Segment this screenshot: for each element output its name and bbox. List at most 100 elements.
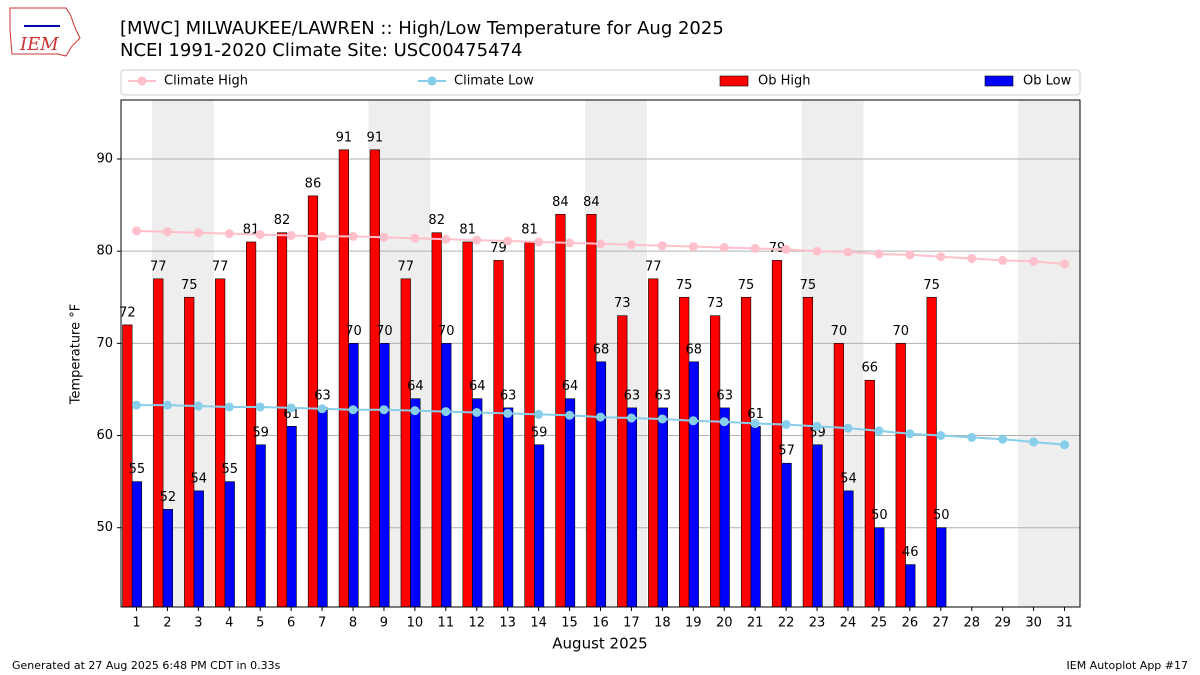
line-point (781, 419, 791, 429)
x-tick-label: 5 (256, 616, 264, 631)
line-point (936, 252, 946, 262)
bar (657, 407, 668, 608)
bar (462, 241, 473, 608)
bar-label: 75 (923, 278, 940, 293)
bar (781, 462, 792, 608)
bar-label: 72 (119, 305, 136, 320)
line-point (626, 240, 636, 250)
y-tick-label: 90 (96, 151, 113, 166)
bar-label: 70 (376, 324, 393, 339)
bar (740, 296, 752, 608)
bar-label: 68 (685, 342, 702, 357)
bar-label: 70 (345, 324, 362, 339)
line-point (1060, 440, 1070, 450)
bar (895, 343, 906, 608)
bar (503, 407, 514, 608)
bar-label: 68 (593, 342, 610, 357)
line-point (410, 406, 420, 416)
x-tick-label: 1 (132, 616, 140, 631)
line-point (348, 231, 358, 241)
bar (215, 278, 226, 608)
bar-label: 77 (645, 259, 662, 274)
line-point (565, 238, 575, 248)
line-point (1029, 437, 1039, 447)
bar-label: 63 (716, 388, 733, 403)
line-point (657, 414, 667, 424)
bar-label: 46 (902, 545, 919, 560)
bar (936, 527, 947, 608)
y-tick-label: 70 (96, 336, 113, 351)
bar (688, 361, 699, 608)
bar (131, 481, 143, 608)
bar-label: 84 (583, 195, 600, 210)
line-point (719, 242, 729, 252)
bar-label: 64 (469, 379, 486, 394)
bar (193, 490, 204, 608)
x-tick-label: 11 (438, 616, 455, 631)
x-tick-label: 31 (1056, 616, 1073, 631)
bar-label: 63 (655, 388, 672, 403)
bar-label: 70 (438, 324, 455, 339)
bar (286, 426, 297, 608)
bar-label: 82 (428, 213, 445, 228)
line-point (843, 423, 853, 433)
legend-marker (137, 76, 147, 86)
bar (379, 343, 390, 608)
x-tick-label: 8 (349, 616, 357, 631)
legend-label: Climate Low (454, 74, 534, 89)
bar-label: 54 (191, 471, 208, 486)
bar (595, 361, 607, 608)
line-point (874, 249, 884, 259)
chart-subtitle: NCEI 1991-2020 Climate Site: USC00475474 (120, 40, 522, 61)
line-point (193, 401, 203, 411)
x-tick-label: 10 (407, 616, 424, 631)
line-point (162, 400, 172, 410)
bar (410, 398, 421, 608)
bar-label: 63 (314, 388, 331, 403)
line-point (750, 419, 760, 429)
bar (812, 444, 823, 608)
bar-label: 75 (676, 278, 693, 293)
x-tick-label: 7 (318, 616, 326, 631)
bar-label: 59 (252, 425, 269, 440)
bar-label: 59 (809, 425, 826, 440)
bar-label: 57 (778, 444, 795, 459)
bar-label: 70 (892, 324, 909, 339)
x-tick-label: 30 (1025, 616, 1042, 631)
line-point (843, 247, 853, 257)
line-point (410, 233, 420, 243)
line-point (998, 434, 1008, 444)
bar (648, 278, 659, 608)
bar-label: 52 (160, 490, 177, 505)
bar-label: 66 (862, 361, 879, 376)
x-tick-label: 4 (225, 616, 233, 631)
legend-label: Ob Low (1023, 74, 1072, 89)
bar-label: 75 (800, 278, 817, 293)
line-point (967, 254, 977, 264)
bar-label: 91 (367, 130, 384, 145)
line-point (596, 412, 605, 422)
bar-label: 75 (738, 278, 755, 293)
legend-box (120, 69, 1081, 96)
bar (317, 407, 328, 608)
bar-label: 55 (221, 462, 238, 477)
line-point (998, 255, 1008, 265)
line-point (379, 232, 389, 242)
bar-label: 77 (150, 259, 167, 274)
line-point (657, 241, 667, 251)
line-point (379, 405, 389, 415)
bar-label: 81 (459, 222, 476, 237)
logo-text: IEM (19, 34, 59, 55)
bar-label: 63 (500, 388, 517, 403)
line-point (812, 246, 822, 256)
x-tick-label: 21 (747, 616, 764, 631)
line-point (905, 429, 915, 439)
line-point (224, 229, 234, 239)
bar (874, 527, 885, 608)
line-point (1029, 256, 1039, 266)
y-tick-label: 50 (96, 520, 113, 535)
bar (184, 296, 195, 608)
logo: IEM (9, 7, 81, 57)
logo-outline (9, 7, 81, 57)
